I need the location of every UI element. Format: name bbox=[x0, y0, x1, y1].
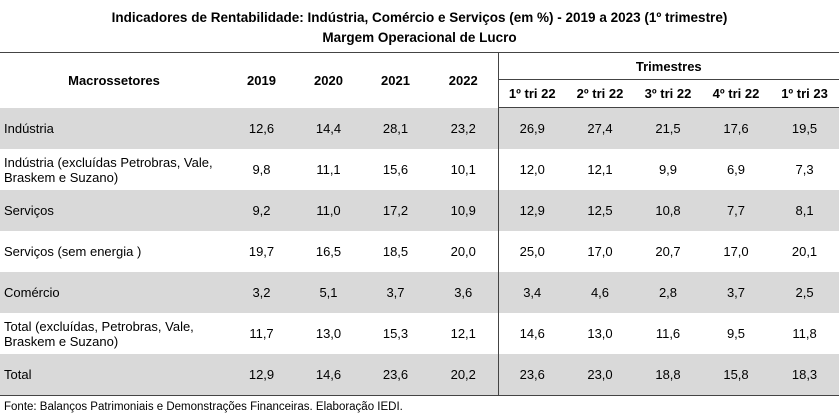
table: Macrossetores 2019 2020 2021 2022 Trimestres 1… bbox=[0, 52, 839, 396]
row-label: Indústria (excluídas Petrobras, Vale, Br… bbox=[4, 154, 213, 185]
cell: 11,6 bbox=[655, 326, 681, 341]
table-row: Comércio 3,2 5,1 3,7 3,6 3,4 4,6 2,8 3,7 2,5 bbox=[0, 272, 839, 313]
cell: 9,9 bbox=[658, 162, 678, 177]
cell: 11,7 bbox=[249, 326, 274, 341]
cell: 15,6 bbox=[382, 162, 409, 177]
row-label: Serviços bbox=[0, 190, 228, 231]
row-label: Serviços (sem energia ) bbox=[4, 244, 142, 259]
cell: 20,1 bbox=[791, 244, 818, 259]
cell: 9,2 bbox=[228, 190, 295, 231]
cell: 17,6 bbox=[702, 107, 770, 149]
table-row: Serviços (sem energia ) 19,7 16,5 18,5 20,0 2… bbox=[0, 231, 839, 272]
cell: 11,0 bbox=[295, 190, 362, 231]
row-label: Comércio bbox=[0, 272, 228, 313]
cell: 10,1 bbox=[450, 162, 476, 177]
cell: 7,7 bbox=[702, 190, 770, 231]
cell: 18,5 bbox=[382, 244, 409, 259]
header-cell: 2020 bbox=[295, 52, 362, 108]
cell: 20,0 bbox=[450, 244, 476, 259]
table-row: Serviços 9,2 11,0 17,2 10,9 12,9 12,5 10,8 7,7 8,… bbox=[0, 190, 839, 231]
cell: 12,0 bbox=[497, 149, 566, 190]
table-row: Total 12,9 14,6 23,6 20,2 23,6 23,0 18,8 15,8 18,… bbox=[0, 354, 839, 396]
header-cell: 1º tri 23 bbox=[770, 79, 839, 108]
cell: 28,1 bbox=[362, 107, 429, 149]
cell: 23,6 bbox=[362, 354, 429, 396]
cell: 11,1 bbox=[316, 162, 341, 177]
header-cell: 2021 bbox=[362, 52, 429, 108]
cell: 10,9 bbox=[429, 190, 498, 231]
cell: 26,9 bbox=[497, 107, 566, 149]
cell: 9,5 bbox=[726, 326, 746, 341]
cell: 12,1 bbox=[587, 162, 613, 177]
cell: 3,6 bbox=[429, 272, 498, 313]
cell: 23,0 bbox=[566, 354, 634, 396]
cell: 9,8 bbox=[252, 162, 271, 177]
cell: 17,0 bbox=[587, 244, 613, 259]
table-row: Indústria 12,6 14,4 28,1 23,2 26,9 27,4 21,5 17,… bbox=[0, 107, 839, 149]
cell: 11,8 bbox=[792, 326, 817, 341]
cell: 5,1 bbox=[295, 272, 362, 313]
cell: 2,8 bbox=[634, 272, 702, 313]
cell: 14,6 bbox=[295, 354, 362, 396]
row-label: Total (excluídas, Petrobras, Vale, Brask… bbox=[4, 318, 194, 349]
subtitle: Margem Operacional de Lucro bbox=[322, 30, 517, 45]
cell: 6,9 bbox=[726, 162, 746, 177]
cell: 17,0 bbox=[723, 244, 749, 259]
header-cell: 2º tri 22 bbox=[566, 79, 634, 108]
cell: 18,3 bbox=[770, 354, 839, 396]
title: Indicadores de Rentabilidade: Indústria,… bbox=[111, 10, 728, 25]
row-label: Indústria bbox=[0, 107, 228, 149]
cell: 14,6 bbox=[497, 313, 566, 354]
cell: 13,0 bbox=[315, 326, 342, 341]
cell: 23,2 bbox=[429, 107, 498, 149]
cell: 12,9 bbox=[497, 190, 566, 231]
cell: 4,6 bbox=[566, 272, 634, 313]
cell: 15,8 bbox=[702, 354, 770, 396]
cell: 12,6 bbox=[228, 107, 295, 149]
cell: 16,5 bbox=[315, 244, 342, 259]
header-cell: 4º tri 22 bbox=[702, 79, 770, 108]
header-cell: 2019 bbox=[228, 52, 295, 108]
header-cell: Macrossetores bbox=[0, 52, 228, 108]
cell: 13,0 bbox=[587, 326, 613, 341]
cell: 8,1 bbox=[770, 190, 839, 231]
table-row: Total (excluídas, Petrobras, Vale, Brask… bbox=[0, 313, 839, 354]
cell: 19,5 bbox=[770, 107, 839, 149]
cell: 18,8 bbox=[634, 354, 702, 396]
cell: 7,3 bbox=[795, 162, 814, 177]
header-cell: 3º tri 22 bbox=[634, 79, 702, 108]
header-cell: 1º tri 22 bbox=[497, 79, 566, 108]
cell: 20,7 bbox=[655, 244, 681, 259]
cell: 3,2 bbox=[228, 272, 295, 313]
cell: 27,4 bbox=[566, 107, 634, 149]
header-row: 1º tri 22 2º tri 22 3º tri 22 4º tri 22 1º t… bbox=[0, 79, 839, 108]
row-label: Total bbox=[0, 354, 228, 396]
cell: 19,7 bbox=[248, 244, 275, 259]
table-row: Indústria (excluídas Petrobras, Vale, Br… bbox=[0, 149, 839, 190]
cell: 3,7 bbox=[362, 272, 429, 313]
cell: 12,9 bbox=[228, 354, 295, 396]
cell: 12,1 bbox=[450, 326, 476, 341]
cell: 10,8 bbox=[634, 190, 702, 231]
source: Fonte: Balanços Patrimoniais e Demonstra… bbox=[4, 401, 403, 413]
cell: 12,5 bbox=[566, 190, 634, 231]
group-header: Trimestres bbox=[497, 52, 839, 80]
header-cell: 2022 bbox=[429, 52, 498, 108]
cell: 2,5 bbox=[770, 272, 839, 313]
cell: 25,0 bbox=[497, 231, 566, 272]
cell: 21,5 bbox=[634, 107, 702, 149]
header-row: Macrossetores 2019 2020 2021 2022 Trimestres bbox=[0, 52, 839, 108]
cell: 3,4 bbox=[497, 272, 566, 313]
cell: 17,2 bbox=[362, 190, 429, 231]
cell: 23,6 bbox=[497, 354, 566, 396]
cell: 20,2 bbox=[429, 354, 498, 396]
cell: 15,3 bbox=[382, 326, 409, 341]
cell: 3,7 bbox=[702, 272, 770, 313]
cell: 14,4 bbox=[295, 107, 362, 149]
